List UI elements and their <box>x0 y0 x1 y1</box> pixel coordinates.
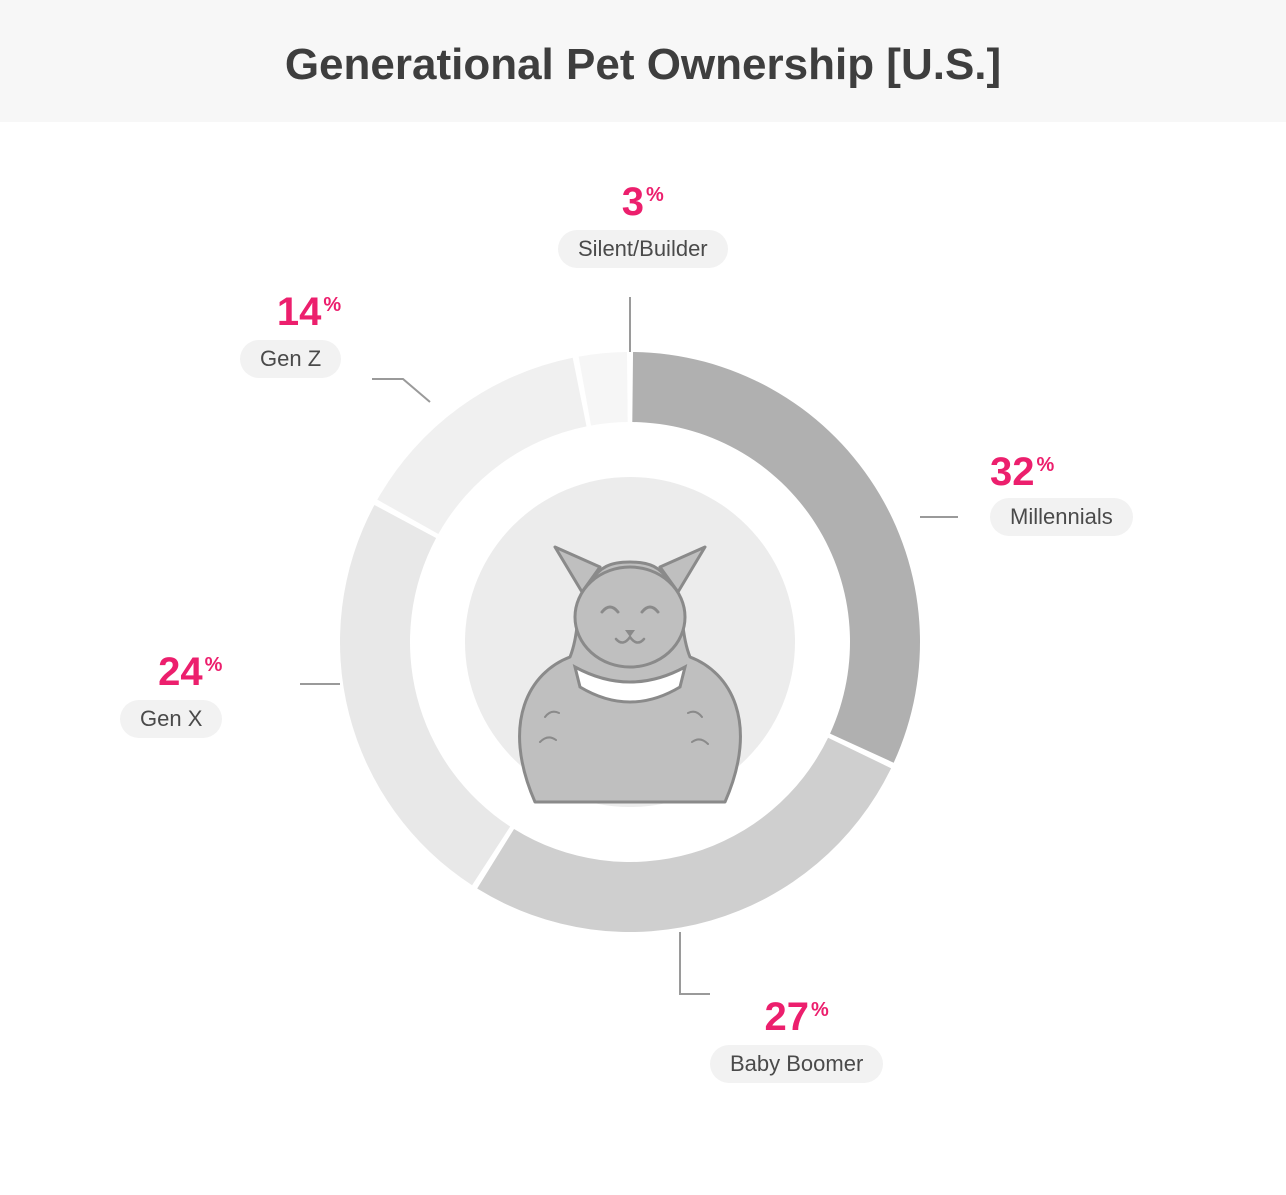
pct-gen-z: 14% <box>240 292 341 332</box>
name-gen-x: Gen X <box>120 700 222 738</box>
pct-gen-x: 24% <box>120 652 222 692</box>
label-silent-builder: 3% Silent/Builder <box>558 182 728 268</box>
label-millennials: 32% Millennials <box>990 452 1133 536</box>
page-title: Generational Pet Ownership [U.S.] <box>0 40 1286 90</box>
leader-line-gen_z <box>372 379 430 402</box>
leader-line-baby_boomer <box>680 932 710 994</box>
donut-chart <box>0 122 1286 1162</box>
name-gen-z: Gen Z <box>240 340 341 378</box>
chart-stage: 32% Millennials 27% Baby Boomer 24% Gen … <box>0 122 1286 1162</box>
pct-silent-builder: 3% <box>558 182 728 222</box>
label-gen-x: 24% Gen X <box>120 652 222 738</box>
donut-slice-silent_builder <box>579 352 628 425</box>
name-silent-builder: Silent/Builder <box>558 230 728 268</box>
label-gen-z: 14% Gen Z <box>240 292 341 378</box>
name-baby-boomer: Baby Boomer <box>710 1045 883 1083</box>
label-baby-boomer: 27% Baby Boomer <box>710 997 883 1083</box>
pct-baby-boomer: 27% <box>710 997 883 1037</box>
name-millennials: Millennials <box>990 498 1133 536</box>
pct-millennials: 32% <box>990 452 1133 492</box>
header-bar: Generational Pet Ownership [U.S.] <box>0 0 1286 122</box>
